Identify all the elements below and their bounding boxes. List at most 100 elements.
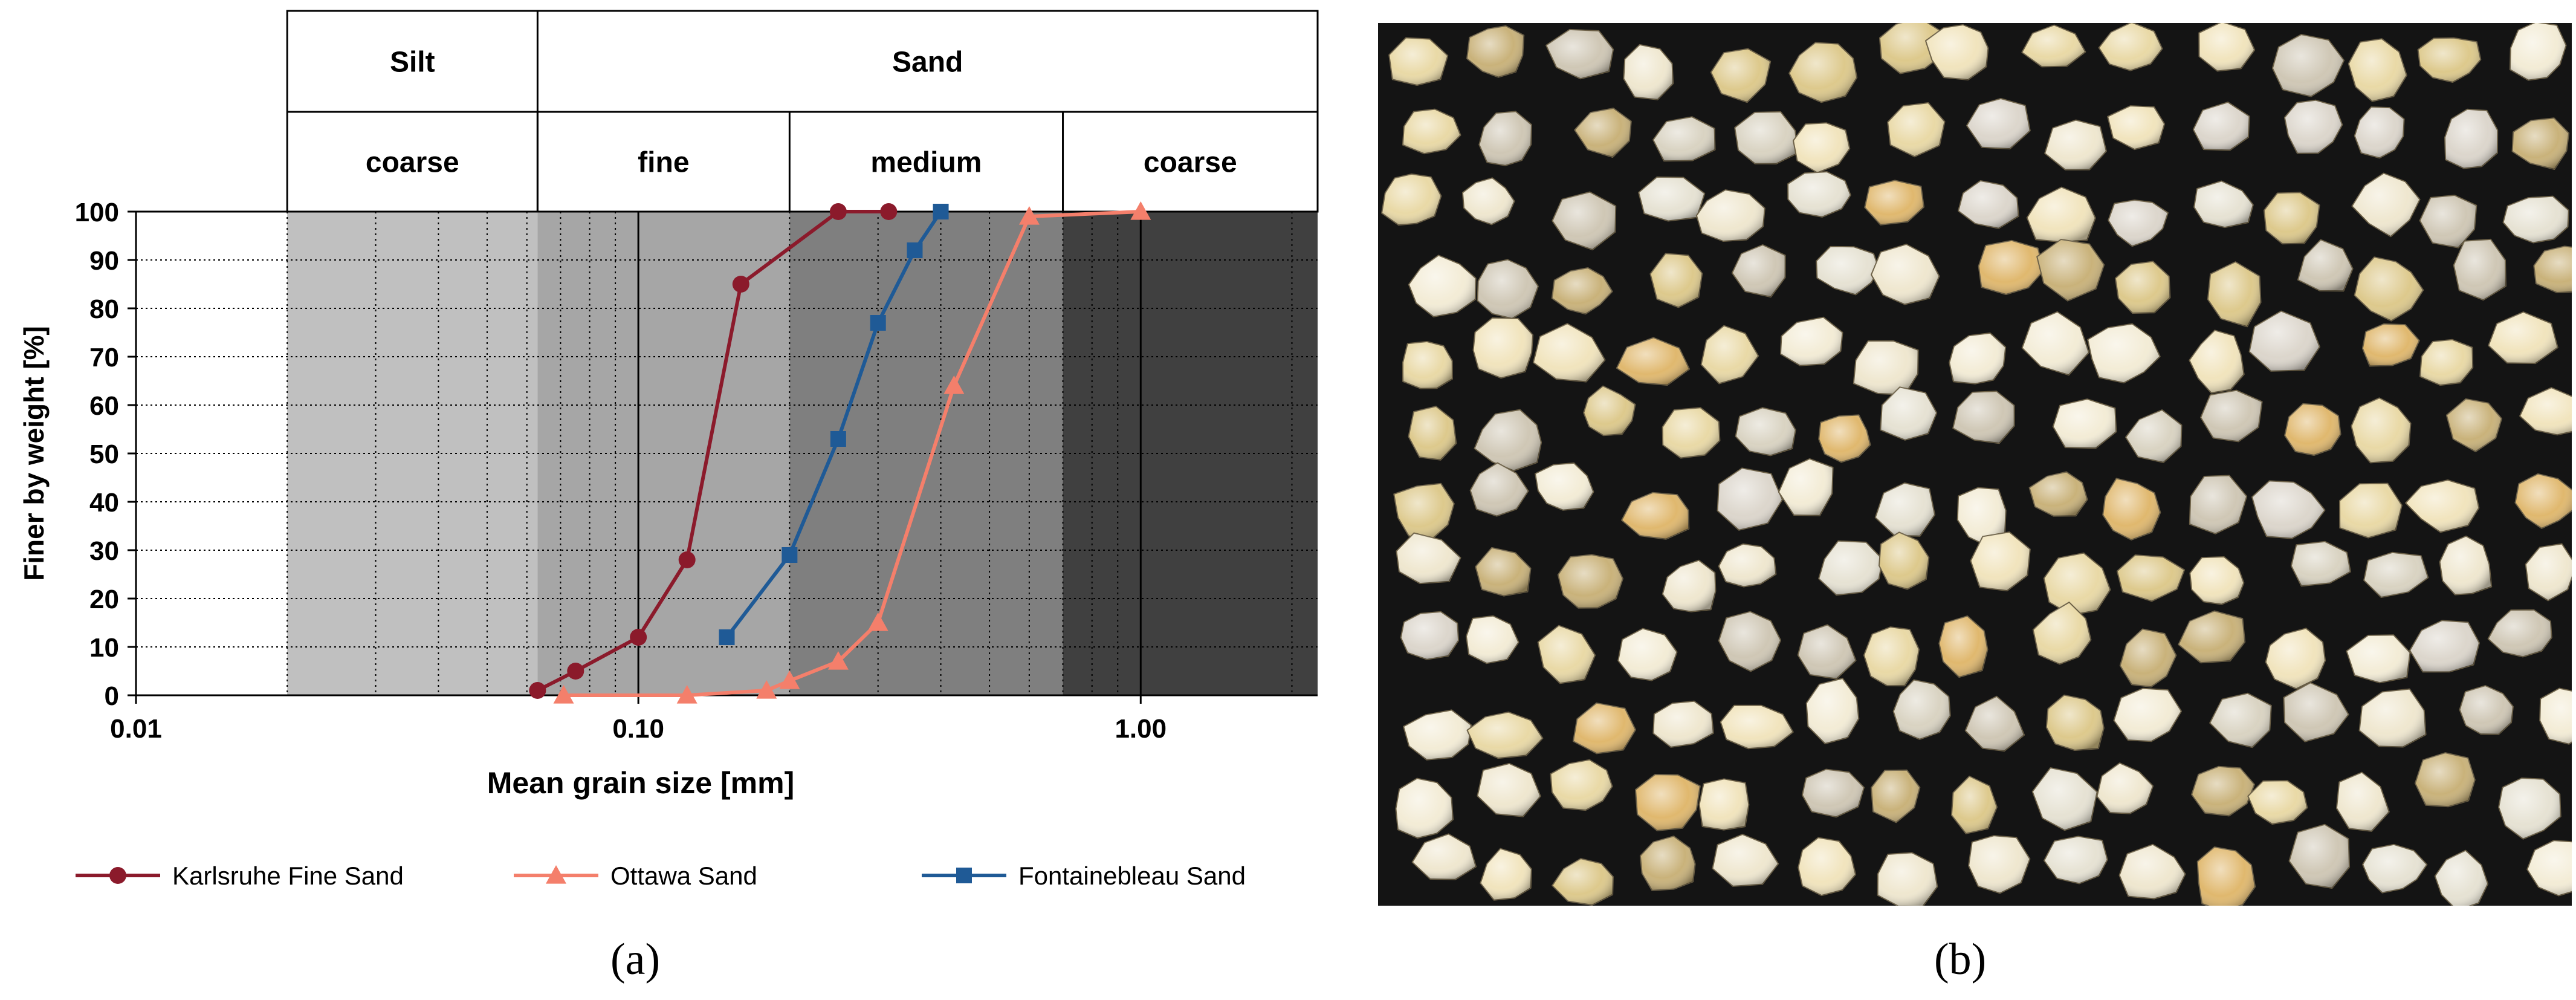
header-bottom-label-0: coarse [366, 147, 459, 179]
series-1-point-3 [779, 670, 800, 689]
sand-grain-shade-114 [2117, 555, 2185, 602]
sand-grain-shade-54 [2115, 261, 2170, 313]
sand-grain-shade-40 [2194, 181, 2253, 228]
sand-grain-shade-94 [1717, 468, 1782, 530]
sand-grain-shade-154 [1699, 779, 1749, 830]
sand-grain-shade-39 [2108, 200, 2168, 247]
sand-grain-shade-144 [2114, 688, 2181, 742]
sand-grain-shade-135 [1403, 710, 1471, 760]
sand-grain-shade-5 [1789, 42, 1857, 103]
tick-labels: 0 10 20 30 40 50 60 70 80 90 100 0.01 0.10 1.00 [75, 198, 1167, 744]
sand-grain-shade-18 [1653, 117, 1715, 161]
series-1-point-6 [943, 375, 965, 394]
series-0-point-2 [630, 629, 647, 646]
sand-grain-shade-90 [1394, 483, 1454, 540]
sand-grain-shade-151 [1477, 763, 1541, 817]
sand-grain-shade-97 [1957, 487, 2006, 547]
sand-grain-shade-167 [1552, 859, 1613, 905]
soil-class-header: Silt Sand coarse fine medium coarse [286, 10, 1319, 213]
sand-grain-shade-139 [1720, 705, 1793, 749]
sand-grain-shade-142 [1965, 696, 2025, 752]
sand-grain-shade-179 [2527, 840, 2572, 896]
y-tick-label-50: 50 [89, 440, 119, 469]
sand-grain-shade-33 [1639, 177, 1705, 221]
sand-grain-shade-2 [1546, 29, 1614, 79]
sand-grain-shade-126 [1863, 627, 1919, 686]
sand-grain-shade-152 [1550, 759, 1613, 811]
sand-grain-shade-77 [1584, 386, 1636, 436]
sand-grain-shade-50 [1816, 246, 1879, 295]
sand-grain-shade-85 [2201, 390, 2262, 442]
sand-grain-shade-58 [2453, 239, 2506, 300]
sand-grain-shade-101 [2252, 481, 2325, 539]
sand-grain-shade-84 [2126, 410, 2182, 463]
header-top-label-1: Sand [892, 47, 963, 79]
sand-grain-shade-168 [1640, 836, 1695, 891]
sand-grain-shade-136 [1467, 712, 1543, 759]
sand-grain-shade-72 [2362, 323, 2419, 366]
sand-grain-shade-104 [2515, 473, 2572, 528]
sand-grain-shade-55 [2207, 262, 2261, 327]
sand-grain-shade-171 [1877, 852, 1938, 906]
sand-grain-shade-67 [1949, 333, 2006, 384]
sand-grain-shade-26 [2284, 100, 2343, 154]
sand-grain-shade-86 [2285, 403, 2341, 455]
header-bottom-label-1: fine [638, 147, 689, 179]
sand-grain-shade-60 [1403, 342, 1452, 389]
sand-grain-shade-16 [1479, 111, 1532, 166]
sand-grain-shade-36 [1865, 180, 1924, 225]
sand-grain-shade-120 [1400, 611, 1459, 660]
sand-grain-shade-128 [2033, 602, 2091, 664]
sand-grain-shade-53 [2037, 239, 2105, 301]
sand-grain-shade-13 [2418, 37, 2481, 82]
sand-grain-shade-106 [1475, 547, 1531, 596]
sand-grain-shade-80 [1819, 415, 1871, 463]
sand-grain-shade-6 [1879, 23, 1944, 74]
series-2-point-0 [719, 629, 735, 645]
series-1-point-1 [676, 685, 697, 704]
header-bottom-label-2: medium [870, 147, 982, 179]
x-tick-label-0: 0.01 [110, 714, 162, 744]
sand-grain-shade-172 [1969, 836, 2030, 894]
sand-grain-shade-37 [1958, 181, 2019, 229]
sand-grain-shade-27 [2354, 107, 2404, 158]
sand-grain-shade-31 [1462, 178, 1515, 225]
series-2-point-1 [782, 547, 798, 563]
sand-grain-shade-131 [2265, 628, 2326, 689]
sand-grain-shade-102 [2340, 483, 2402, 538]
sand-grain-shade-7 [1926, 25, 1989, 80]
sand-grain-shade-141 [1893, 680, 1950, 739]
sand-grain-shade-140 [1806, 678, 1859, 744]
sand-grain-shade-69 [2088, 323, 2160, 383]
sand-grain-shade-28 [2445, 109, 2498, 169]
sand-grain-shade-64 [1701, 325, 1759, 384]
sand-grain-shade-57 [2354, 257, 2424, 321]
sand-grain-shade-125 [1798, 625, 1856, 679]
sand-grain-shade-150 [1396, 778, 1453, 839]
sand-grain-shade-61 [1473, 317, 1533, 378]
legend-label-0: Karlsruhe Fine Sand [172, 862, 404, 890]
series-2-point-3 [870, 315, 886, 331]
sand-grain-shade-93 [1622, 492, 1689, 539]
sand-grain-shade-25 [2193, 102, 2250, 151]
sand-grain-shade-96 [1875, 482, 1935, 536]
sand-grain-shade-19 [1735, 112, 1798, 164]
sand-grains [1381, 23, 2572, 906]
sand-grain-shade-157 [1951, 776, 1997, 834]
sand-grain-shade-66 [1853, 340, 1918, 395]
sand-grain-shade-146 [2283, 683, 2349, 742]
sand-grain-shade-100 [2189, 475, 2247, 534]
sand-grain-shade-129 [2120, 629, 2176, 687]
sand-grain-shade-91 [1470, 463, 1529, 516]
sand-grain-shade-79 [1735, 407, 1796, 456]
sand-grain-shade-112 [1970, 532, 2030, 591]
sand-grain-shade-76 [1474, 409, 1542, 471]
sand-grain-shade-4 [1710, 48, 1771, 103]
sand-grain-shade-48 [1650, 253, 1703, 308]
sand-grain-shade-73 [2420, 339, 2473, 386]
y-tick-label-100: 100 [75, 198, 119, 227]
sand-grain-shade-170 [1798, 837, 1856, 896]
sand-grain-shade-160 [2192, 766, 2254, 816]
series-0-point-4 [732, 276, 749, 293]
sand-grain-shade-38 [2027, 187, 2095, 242]
